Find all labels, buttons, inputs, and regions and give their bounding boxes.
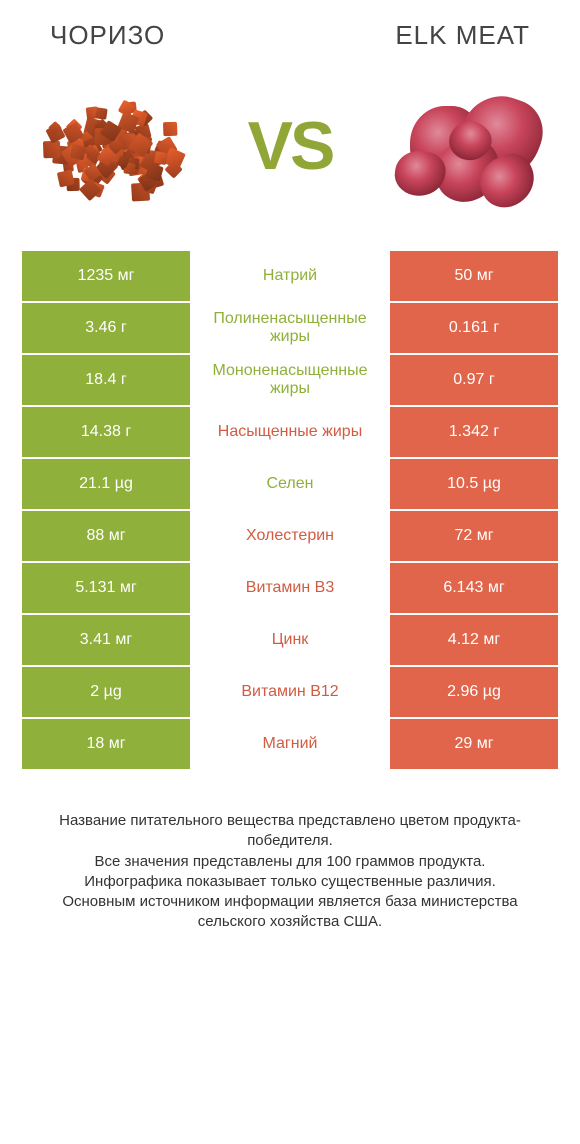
value-right: 72 мг [390, 511, 558, 561]
table-row: 18 мгМагний29 мг [22, 719, 558, 771]
table-row: 3.46 гПолиненасыщенные жиры0.161 г [22, 303, 558, 355]
value-right: 1.342 г [390, 407, 558, 457]
table-row: 2 µgВитамин B122.96 µg [22, 667, 558, 719]
hero: VS [0, 61, 580, 241]
title-left: ЧОРИЗО [50, 20, 165, 51]
footer-notes: Название питательного вещества представл… [28, 811, 552, 933]
table-row: 1235 мгНатрий50 мг [22, 251, 558, 303]
nutrient-label: Насыщенные жиры [190, 407, 390, 457]
comparison-table: 1235 мгНатрий50 мг3.46 гПолиненасыщенные… [22, 251, 558, 771]
value-left: 14.38 г [22, 407, 190, 457]
nutrient-label: Витамин B12 [190, 667, 390, 717]
nutrient-label: Селен [190, 459, 390, 509]
nutrient-label: Холестерин [190, 511, 390, 561]
value-right: 6.143 мг [390, 563, 558, 613]
value-left: 88 мг [22, 511, 190, 561]
value-left: 2 µg [22, 667, 190, 717]
value-left: 1235 мг [22, 251, 190, 301]
table-row: 14.38 гНасыщенные жиры1.342 г [22, 407, 558, 459]
value-right: 0.97 г [390, 355, 558, 405]
chorizo-image [30, 71, 200, 221]
value-left: 18 мг [22, 719, 190, 769]
nutrient-label: Мононенасыщенные жиры [190, 355, 390, 405]
nutrient-label: Натрий [190, 251, 390, 301]
table-row: 18.4 гМононенасыщенные жиры0.97 г [22, 355, 558, 407]
title-right: ELK MEAT [395, 20, 530, 51]
value-right: 10.5 µg [390, 459, 558, 509]
footer-line: Название питательного вещества представл… [28, 811, 552, 852]
nutrient-label: Витамин B3 [190, 563, 390, 613]
table-row: 21.1 µgСелен10.5 µg [22, 459, 558, 511]
value-left: 21.1 µg [22, 459, 190, 509]
value-left: 3.41 мг [22, 615, 190, 665]
footer-line: Инфографика показывает только существенн… [28, 872, 552, 892]
value-right: 29 мг [390, 719, 558, 769]
value-right: 4.12 мг [390, 615, 558, 665]
nutrient-label: Цинк [190, 615, 390, 665]
footer-line: Основным источником информации является … [28, 892, 552, 933]
footer-line: Все значения представлены для 100 граммо… [28, 852, 552, 872]
value-right: 2.96 µg [390, 667, 558, 717]
value-right: 0.161 г [390, 303, 558, 353]
elk-image [380, 71, 550, 221]
value-left: 3.46 г [22, 303, 190, 353]
table-row: 88 мгХолестерин72 мг [22, 511, 558, 563]
table-row: 3.41 мгЦинк4.12 мг [22, 615, 558, 667]
value-right: 50 мг [390, 251, 558, 301]
nutrient-label: Полиненасыщенные жиры [190, 303, 390, 353]
value-left: 18.4 г [22, 355, 190, 405]
table-row: 5.131 мгВитамин B36.143 мг [22, 563, 558, 615]
nutrient-label: Магний [190, 719, 390, 769]
vs-label: VS [248, 107, 333, 185]
value-left: 5.131 мг [22, 563, 190, 613]
